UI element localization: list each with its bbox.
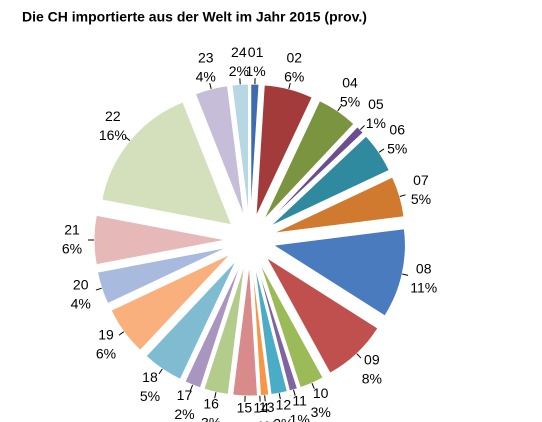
category-label: 17 [177, 387, 193, 403]
category-label: 19 [98, 326, 114, 342]
pie-slice [232, 263, 259, 397]
pie-slice [254, 263, 288, 396]
leader-line [278, 393, 281, 400]
value-label: 4% [196, 68, 216, 84]
leader-line [264, 395, 266, 402]
leader-line [293, 389, 296, 396]
pie-slice [269, 135, 390, 227]
value-label: 2% [174, 406, 194, 422]
category-label: 13 [259, 399, 275, 415]
value-label: 11% [410, 280, 437, 296]
value-label: 6% [96, 345, 116, 361]
category-label: 21 [64, 222, 80, 238]
category-label: 11 [292, 393, 307, 409]
value-label: 2% [273, 416, 293, 422]
category-label: 09 [364, 351, 380, 367]
category-label: 02 [286, 49, 302, 65]
category-label: 08 [416, 261, 432, 277]
category-label: 22 [105, 108, 121, 124]
pie-slice [93, 214, 227, 266]
value-label: 3% [234, 419, 254, 422]
category-label: 04 [342, 74, 358, 90]
category-label: 06 [389, 122, 405, 138]
pie-slice [272, 176, 405, 234]
leader-line [158, 368, 163, 375]
pie-slice [265, 257, 379, 374]
leader-line [209, 82, 212, 90]
value-label: 5% [140, 388, 160, 404]
leader-line [118, 331, 125, 336]
value-label: 16% [99, 127, 127, 143]
pie-slice [251, 263, 261, 396]
leader-line [288, 82, 291, 90]
category-label: 20 [73, 277, 89, 293]
category-label: 12 [276, 397, 292, 413]
pie-slice [231, 83, 249, 217]
leader-line [356, 353, 362, 359]
pie-slice [203, 263, 246, 395]
value-label: 8% [362, 370, 382, 386]
value-label: 5% [387, 141, 407, 157]
value-label: 0% [251, 418, 271, 422]
leader-line [378, 148, 385, 153]
category-label: 15 [237, 400, 253, 416]
leader-line [95, 287, 102, 291]
value-label: 6% [284, 68, 304, 84]
category-label: 05 [368, 96, 384, 112]
pie-slice [145, 259, 237, 380]
category-label: 23 [198, 49, 214, 65]
leader-line [124, 136, 131, 141]
pie-slice [255, 84, 313, 217]
leader-line [189, 384, 194, 391]
value-label: 3% [201, 414, 221, 422]
pie-slice [271, 228, 406, 317]
leader-line [337, 105, 342, 112]
category-label: 01 [248, 44, 264, 60]
category-label: 10 [313, 385, 329, 401]
pie-slice [266, 126, 364, 224]
value-label: 3% [311, 404, 331, 420]
category-label: 24 [231, 44, 247, 60]
value-label: 1% [366, 115, 386, 131]
chart-title: Die CH importierte aus der Welt im Jahr … [22, 9, 367, 25]
value-label: 2% [229, 63, 249, 79]
value-label: 1% [290, 412, 310, 422]
category-label: 14 [253, 399, 269, 415]
category-label: 18 [142, 369, 158, 385]
value-label: 1% [245, 63, 265, 79]
pie-slice [263, 100, 355, 221]
leader-line [399, 194, 406, 197]
value-label: 5% [340, 93, 360, 109]
value-label: 5% [411, 191, 431, 207]
value-label: 4% [71, 296, 91, 312]
value-label: 6% [62, 241, 82, 257]
category-label: 07 [413, 172, 429, 188]
value-label: 1% [257, 418, 277, 422]
leader-line [214, 392, 217, 399]
category-label: 16 [203, 395, 219, 411]
leader-line [311, 382, 315, 389]
leader-line [402, 273, 409, 276]
leader-line [359, 125, 365, 131]
